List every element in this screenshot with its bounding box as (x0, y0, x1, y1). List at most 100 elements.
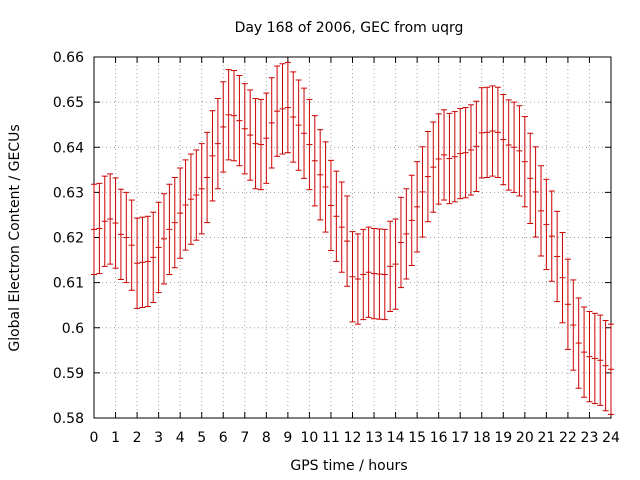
error-bar-point (478, 87, 485, 179)
error-bar-point (274, 65, 281, 157)
y-tick-label: 0.62 (53, 231, 84, 247)
error-bar-point (112, 177, 119, 269)
error-bar-point (354, 233, 361, 325)
error-bar-point (494, 86, 501, 178)
error-bar-point (117, 188, 124, 280)
error-bar-point (128, 199, 135, 291)
error-bar-point (171, 176, 178, 269)
error-bar-point (435, 113, 442, 205)
error-bar-point (198, 143, 205, 235)
y-tick-label: 0.65 (53, 95, 84, 111)
error-bars (91, 61, 614, 415)
error-bar-point (381, 228, 388, 321)
error-bar-point (602, 320, 609, 412)
error-bar-point (397, 196, 404, 289)
error-bar-point (301, 87, 308, 179)
error-bar-point (279, 63, 286, 155)
x-tick-label: 10 (301, 430, 319, 446)
error-bar-point (252, 98, 259, 190)
error-bar-point (161, 193, 168, 285)
x-tick-label: 12 (344, 430, 362, 446)
error-bar-point (290, 71, 297, 163)
error-bar-point (532, 146, 539, 238)
error-bar-point (182, 159, 189, 251)
error-bar-point (473, 100, 480, 192)
error-bar-point (554, 210, 561, 303)
error-bar-point (365, 226, 372, 318)
error-bar-point (144, 215, 151, 308)
error-bar-point (209, 110, 216, 202)
error-bar-point (575, 297, 582, 389)
error-bar-point (96, 182, 103, 275)
error-bar-point (155, 201, 162, 294)
x-tick-label: 22 (559, 430, 577, 446)
y-tick-label: 0.58 (53, 411, 84, 427)
error-bar-point (403, 188, 410, 280)
x-axis-label: GPS time / hours (290, 458, 407, 474)
axis-ticks (93, 56, 612, 419)
error-bar-point (139, 216, 146, 308)
error-bar-point (489, 85, 496, 177)
y-tick-label: 0.64 (53, 140, 84, 156)
error-bar-point (317, 129, 324, 221)
error-bar-point (349, 231, 356, 323)
error-bar-point (306, 98, 313, 191)
x-tick-label: 11 (322, 430, 340, 446)
error-bar-point (322, 141, 329, 233)
y-tick-label: 0.59 (53, 366, 84, 382)
error-bar-point (586, 311, 593, 403)
x-tick-label: 19 (494, 430, 512, 446)
error-bar-point (484, 86, 491, 178)
error-bar-point (225, 69, 232, 161)
error-bar-point (123, 191, 130, 284)
x-tick-label: 17 (451, 430, 469, 446)
error-bar-point (451, 111, 458, 203)
error-bar-point (295, 79, 302, 171)
x-tick-label: 1 (111, 430, 120, 446)
error-bar-point (134, 217, 141, 309)
error-bar-point (177, 167, 184, 259)
error-bar-point (392, 218, 399, 310)
error-bar-point (91, 183, 97, 276)
x-tick-label: 0 (90, 430, 99, 446)
x-tick-label: 5 (197, 430, 206, 446)
error-bar-point (543, 178, 550, 271)
x-tick-label: 15 (408, 430, 426, 446)
error-bar-point (371, 227, 378, 320)
error-bar-point (241, 83, 248, 175)
y-tick-label: 0.63 (53, 185, 84, 201)
error-bar-point (214, 98, 221, 190)
error-bar-point (505, 99, 512, 191)
error-bar-point (608, 323, 614, 415)
error-bar-point (284, 61, 291, 154)
x-tick-label: 6 (219, 430, 228, 446)
error-bar-point (419, 146, 426, 238)
error-bar-point (570, 279, 577, 371)
error-bar-point (187, 153, 194, 245)
error-bar-point (220, 81, 227, 173)
error-bar-point (101, 175, 108, 267)
error-bar-point (376, 228, 383, 320)
x-tick-label: 9 (283, 430, 292, 446)
error-bar-point (548, 190, 555, 282)
error-bar-point (424, 130, 431, 223)
error-bar-point (527, 132, 534, 225)
error-bar-point (446, 112, 453, 205)
x-tick-label: 21 (537, 430, 555, 446)
error-bar-point (311, 115, 318, 207)
error-bar-point (462, 107, 469, 199)
error-bar-point (257, 98, 264, 191)
chart-title: Day 168 of 2006, GEC from uqrg (235, 20, 464, 36)
x-tick-label: 18 (473, 430, 491, 446)
error-bar-point (360, 228, 367, 321)
error-bar-point (107, 173, 114, 265)
error-bar-point (500, 93, 507, 186)
y-tick-label: 0.6 (62, 321, 84, 337)
error-bar-point (247, 89, 254, 181)
x-tick-label: 2 (133, 430, 142, 446)
error-bar-point (521, 116, 528, 208)
x-tick-label: 24 (602, 430, 620, 446)
y-tick-label: 0.66 (53, 50, 84, 66)
error-bar-point (236, 75, 243, 167)
